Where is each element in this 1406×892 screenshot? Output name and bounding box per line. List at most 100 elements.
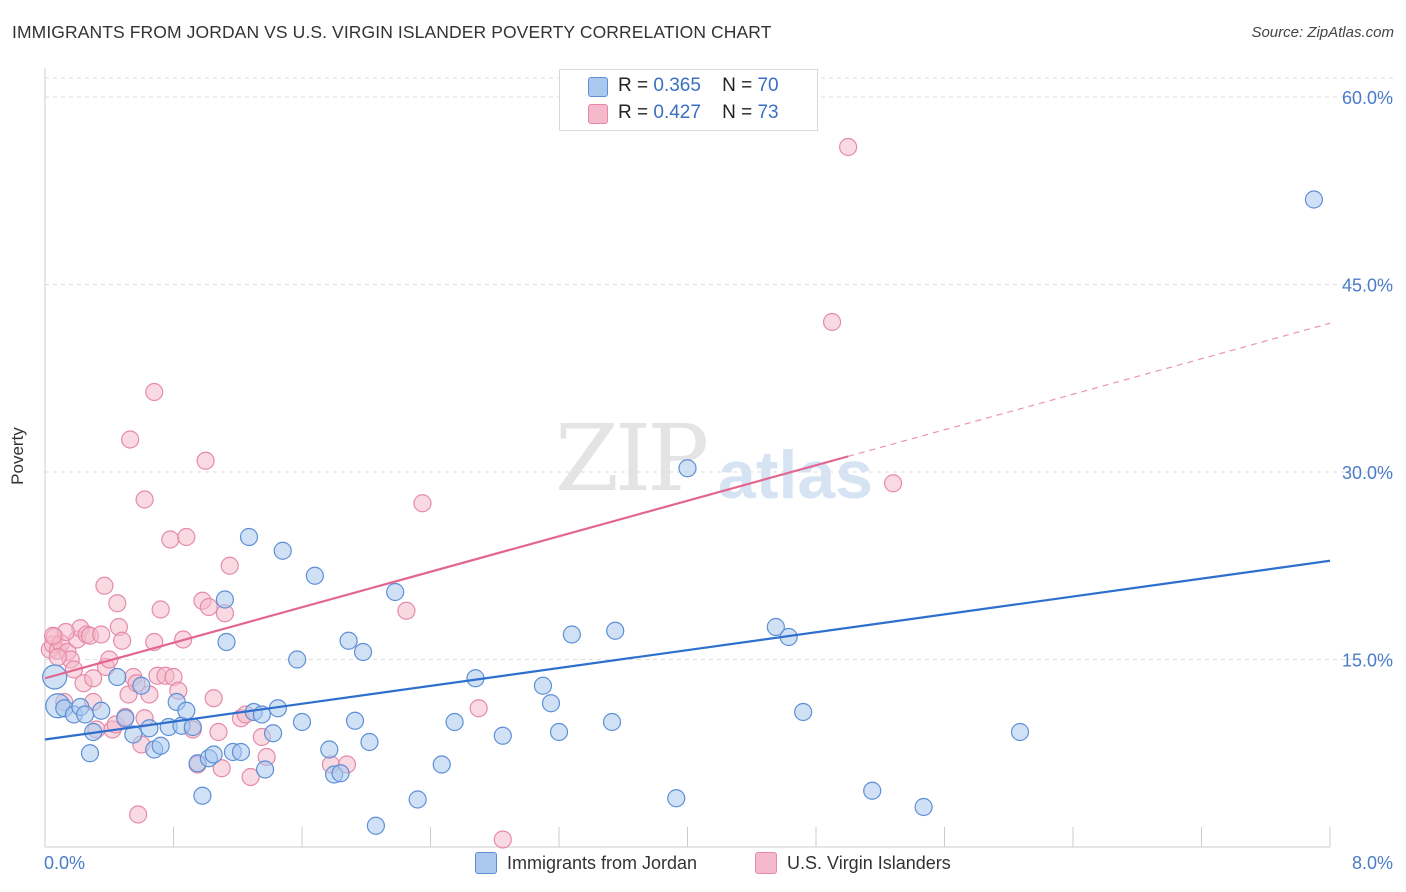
data-point-jordan <box>76 705 95 724</box>
data-point-vi <box>196 451 215 470</box>
legend-r-value-jordan: 0.365 <box>653 75 701 96</box>
data-point-jordan <box>408 790 427 809</box>
data-point-vi <box>121 430 140 449</box>
data-point-jordan <box>92 701 111 720</box>
legend-r-value-vi: 0.427 <box>653 102 701 123</box>
source-label: Source: ZipAtlas.com <box>1251 24 1394 41</box>
data-point-vi <box>92 625 111 644</box>
data-point-jordan <box>432 755 451 774</box>
data-point-vi <box>413 494 432 513</box>
data-point-jordan <box>108 667 127 687</box>
y-tick-label: 45.0% <box>1342 276 1393 296</box>
data-point-vi <box>469 699 488 718</box>
x-tick-label-max: 8.0% <box>1352 853 1393 873</box>
legend-r-label: R = <box>618 75 649 96</box>
data-point-jordan <box>140 719 159 738</box>
trend-line-jordan <box>44 559 1331 741</box>
data-point-jordan <box>151 736 170 755</box>
data-point-jordan <box>231 742 251 762</box>
data-point-jordan <box>339 631 358 650</box>
bottom-legend-swatch-vi <box>755 852 777 874</box>
data-point-jordan <box>193 786 212 805</box>
data-point-vi <box>397 601 416 620</box>
data-point-jordan <box>292 712 312 732</box>
data-point-vi <box>204 689 223 708</box>
data-point-vi <box>493 830 512 849</box>
data-point-jordan <box>1304 190 1324 209</box>
data-point-jordan <box>124 725 143 744</box>
data-point-vi <box>108 594 127 613</box>
data-point-vi <box>199 597 218 617</box>
data-point-jordan <box>766 617 785 637</box>
data-point-jordan <box>320 740 339 759</box>
data-point-jordan <box>533 676 553 695</box>
data-point-vi <box>822 312 842 332</box>
trend-extension-vi <box>847 322 1331 457</box>
data-point-jordan <box>386 582 405 602</box>
data-point-jordan <box>541 694 561 713</box>
data-point-vi <box>151 600 170 619</box>
data-point-jordan <box>116 709 135 728</box>
data-point-vi <box>883 474 903 493</box>
data-point-jordan <box>273 541 292 560</box>
legend-swatch-vi <box>588 104 608 124</box>
data-point-jordan <box>678 459 697 478</box>
data-point-jordan <box>863 781 882 800</box>
data-point-jordan <box>493 726 512 745</box>
data-point-jordan <box>177 701 196 720</box>
data-point-jordan <box>132 676 151 695</box>
data-point-vi <box>129 805 148 824</box>
legend-r-label: R = <box>618 102 649 123</box>
data-point-jordan <box>794 702 813 722</box>
data-point-vi <box>43 626 63 645</box>
chart-title: IMMIGRANTS FROM JORDAN VS U.S. VIRGIN IS… <box>12 22 772 42</box>
data-point-vi <box>220 556 239 575</box>
data-point-vi <box>161 530 180 549</box>
data-point-jordan <box>366 816 385 835</box>
legend-swatch-jordan <box>588 77 608 97</box>
data-point-vi <box>212 759 231 778</box>
y-tick-label: 30.0% <box>1342 463 1393 483</box>
data-point-vi <box>48 647 67 667</box>
data-point-jordan <box>331 764 350 783</box>
data-point-vi <box>209 722 228 742</box>
grid-layer <box>45 77 1393 660</box>
data-point-jordan <box>360 732 379 752</box>
data-point-jordan <box>549 722 569 742</box>
data-point-jordan <box>602 712 622 732</box>
data-point-jordan <box>345 711 365 730</box>
data-point-jordan <box>80 744 100 763</box>
data-point-jordan <box>914 797 933 817</box>
data-point-vi <box>839 137 858 157</box>
data-point-vi <box>95 576 114 595</box>
data-point-jordan <box>263 724 283 743</box>
data-point-vi <box>135 490 154 509</box>
data-point-jordan <box>183 717 202 737</box>
legend-n-label: N = <box>722 75 753 96</box>
data-point-jordan <box>667 789 686 808</box>
data-point-vi <box>177 527 196 547</box>
data-point-jordan <box>215 590 234 609</box>
tick-label-layer: 15.0% 30.0% 45.0% 60.0% 0.0% 8.0% <box>44 88 1393 873</box>
data-point-jordan <box>42 664 68 690</box>
data-point-jordan <box>288 650 307 669</box>
data-point-jordan <box>204 745 223 764</box>
data-point-vi <box>145 382 164 402</box>
data-point-vi <box>112 631 132 650</box>
bottom-legend-swatch-jordan <box>475 852 497 874</box>
correlation-legend: R = 0.365 N = 70 R = 0.427 N = 73 <box>559 69 818 131</box>
y-tick-label: 60.0% <box>1342 88 1393 108</box>
data-point-jordan <box>305 566 324 585</box>
bottom-legend-label-vi: U.S. Virgin Islanders <box>787 853 951 873</box>
x-tick-label-min: 0.0% <box>44 853 85 873</box>
axis-layer <box>44 68 1331 848</box>
trend-line-vi <box>44 455 849 680</box>
bottom-legend-label-jordan: Immigrants from Jordan <box>507 853 698 873</box>
data-point-vi <box>84 669 103 688</box>
watermark-zip: ZIP <box>555 405 709 512</box>
data-point-jordan <box>445 712 464 732</box>
data-point-jordan <box>239 527 259 547</box>
trend-layer <box>44 322 1331 741</box>
y-tick-label: 15.0% <box>1342 651 1393 671</box>
